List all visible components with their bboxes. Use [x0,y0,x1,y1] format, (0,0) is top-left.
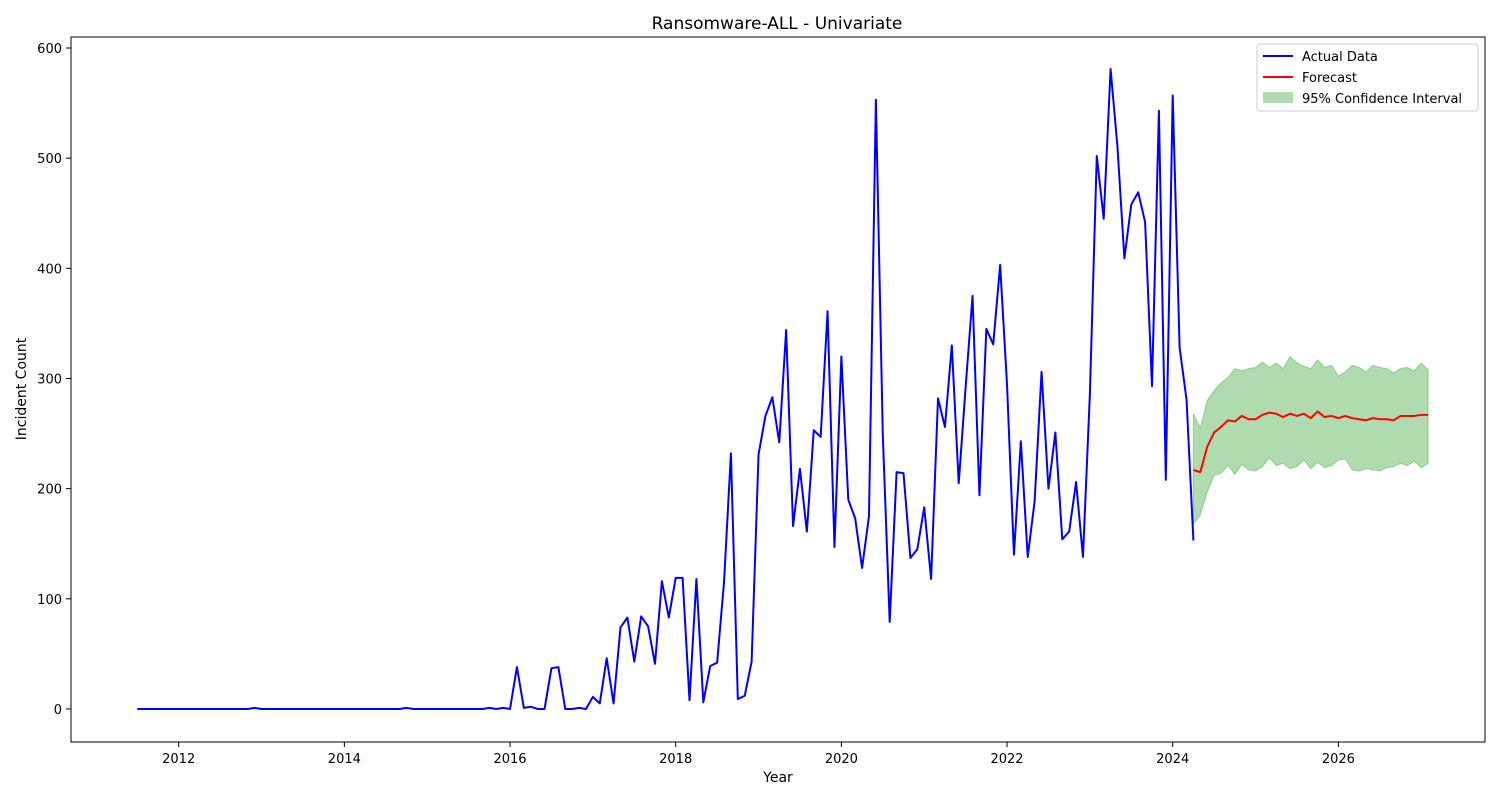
plot-frame [70,36,1486,743]
x-tick-label: 2016 [493,752,526,767]
y-tick-label: 0 [54,703,62,718]
y-tick-label: 300 [37,372,62,387]
forecast-line [1193,410,1429,474]
x-tick-label: 2018 [659,752,692,767]
legend-label-forecast: Forecast [1302,71,1357,86]
x-tick-label: 2022 [990,752,1023,767]
confidence-interval-layer [1192,355,1429,526]
legend-box [1256,43,1479,112]
y-tick-label: 200 [37,483,62,498]
y-tick-label: 400 [37,262,62,277]
confidence-interval-band [1192,355,1429,526]
series-lines-layer [137,67,1429,710]
legend-label-actual: Actual Data [1302,50,1378,65]
y-tick-label: 600 [37,42,62,57]
x-axis-label: Year [762,770,793,786]
actual-data-line [137,67,1195,710]
x-tick-label: 2020 [825,752,858,767]
legend: Actual Data Forecast 95% Confidence Inte… [1256,43,1479,112]
legend-swatch-ci [1263,92,1293,103]
x-axis: 2012 2014 2016 2018 2020 2022 2024 2026 [162,742,1355,767]
y-tick-label: 500 [37,152,62,167]
y-axis: 0 100 200 300 400 500 600 [37,42,71,718]
x-tick-label: 2012 [162,752,195,767]
chart-title: Ransomware-ALL - Univariate [652,14,903,34]
y-axis-label: Incident Count [14,337,30,440]
y-tick-label: 100 [37,593,62,608]
x-tick-label: 2026 [1322,752,1355,767]
legend-label-ci: 95% Confidence Interval [1302,92,1462,107]
x-tick-label: 2024 [1156,752,1189,767]
x-tick-label: 2014 [328,752,361,767]
